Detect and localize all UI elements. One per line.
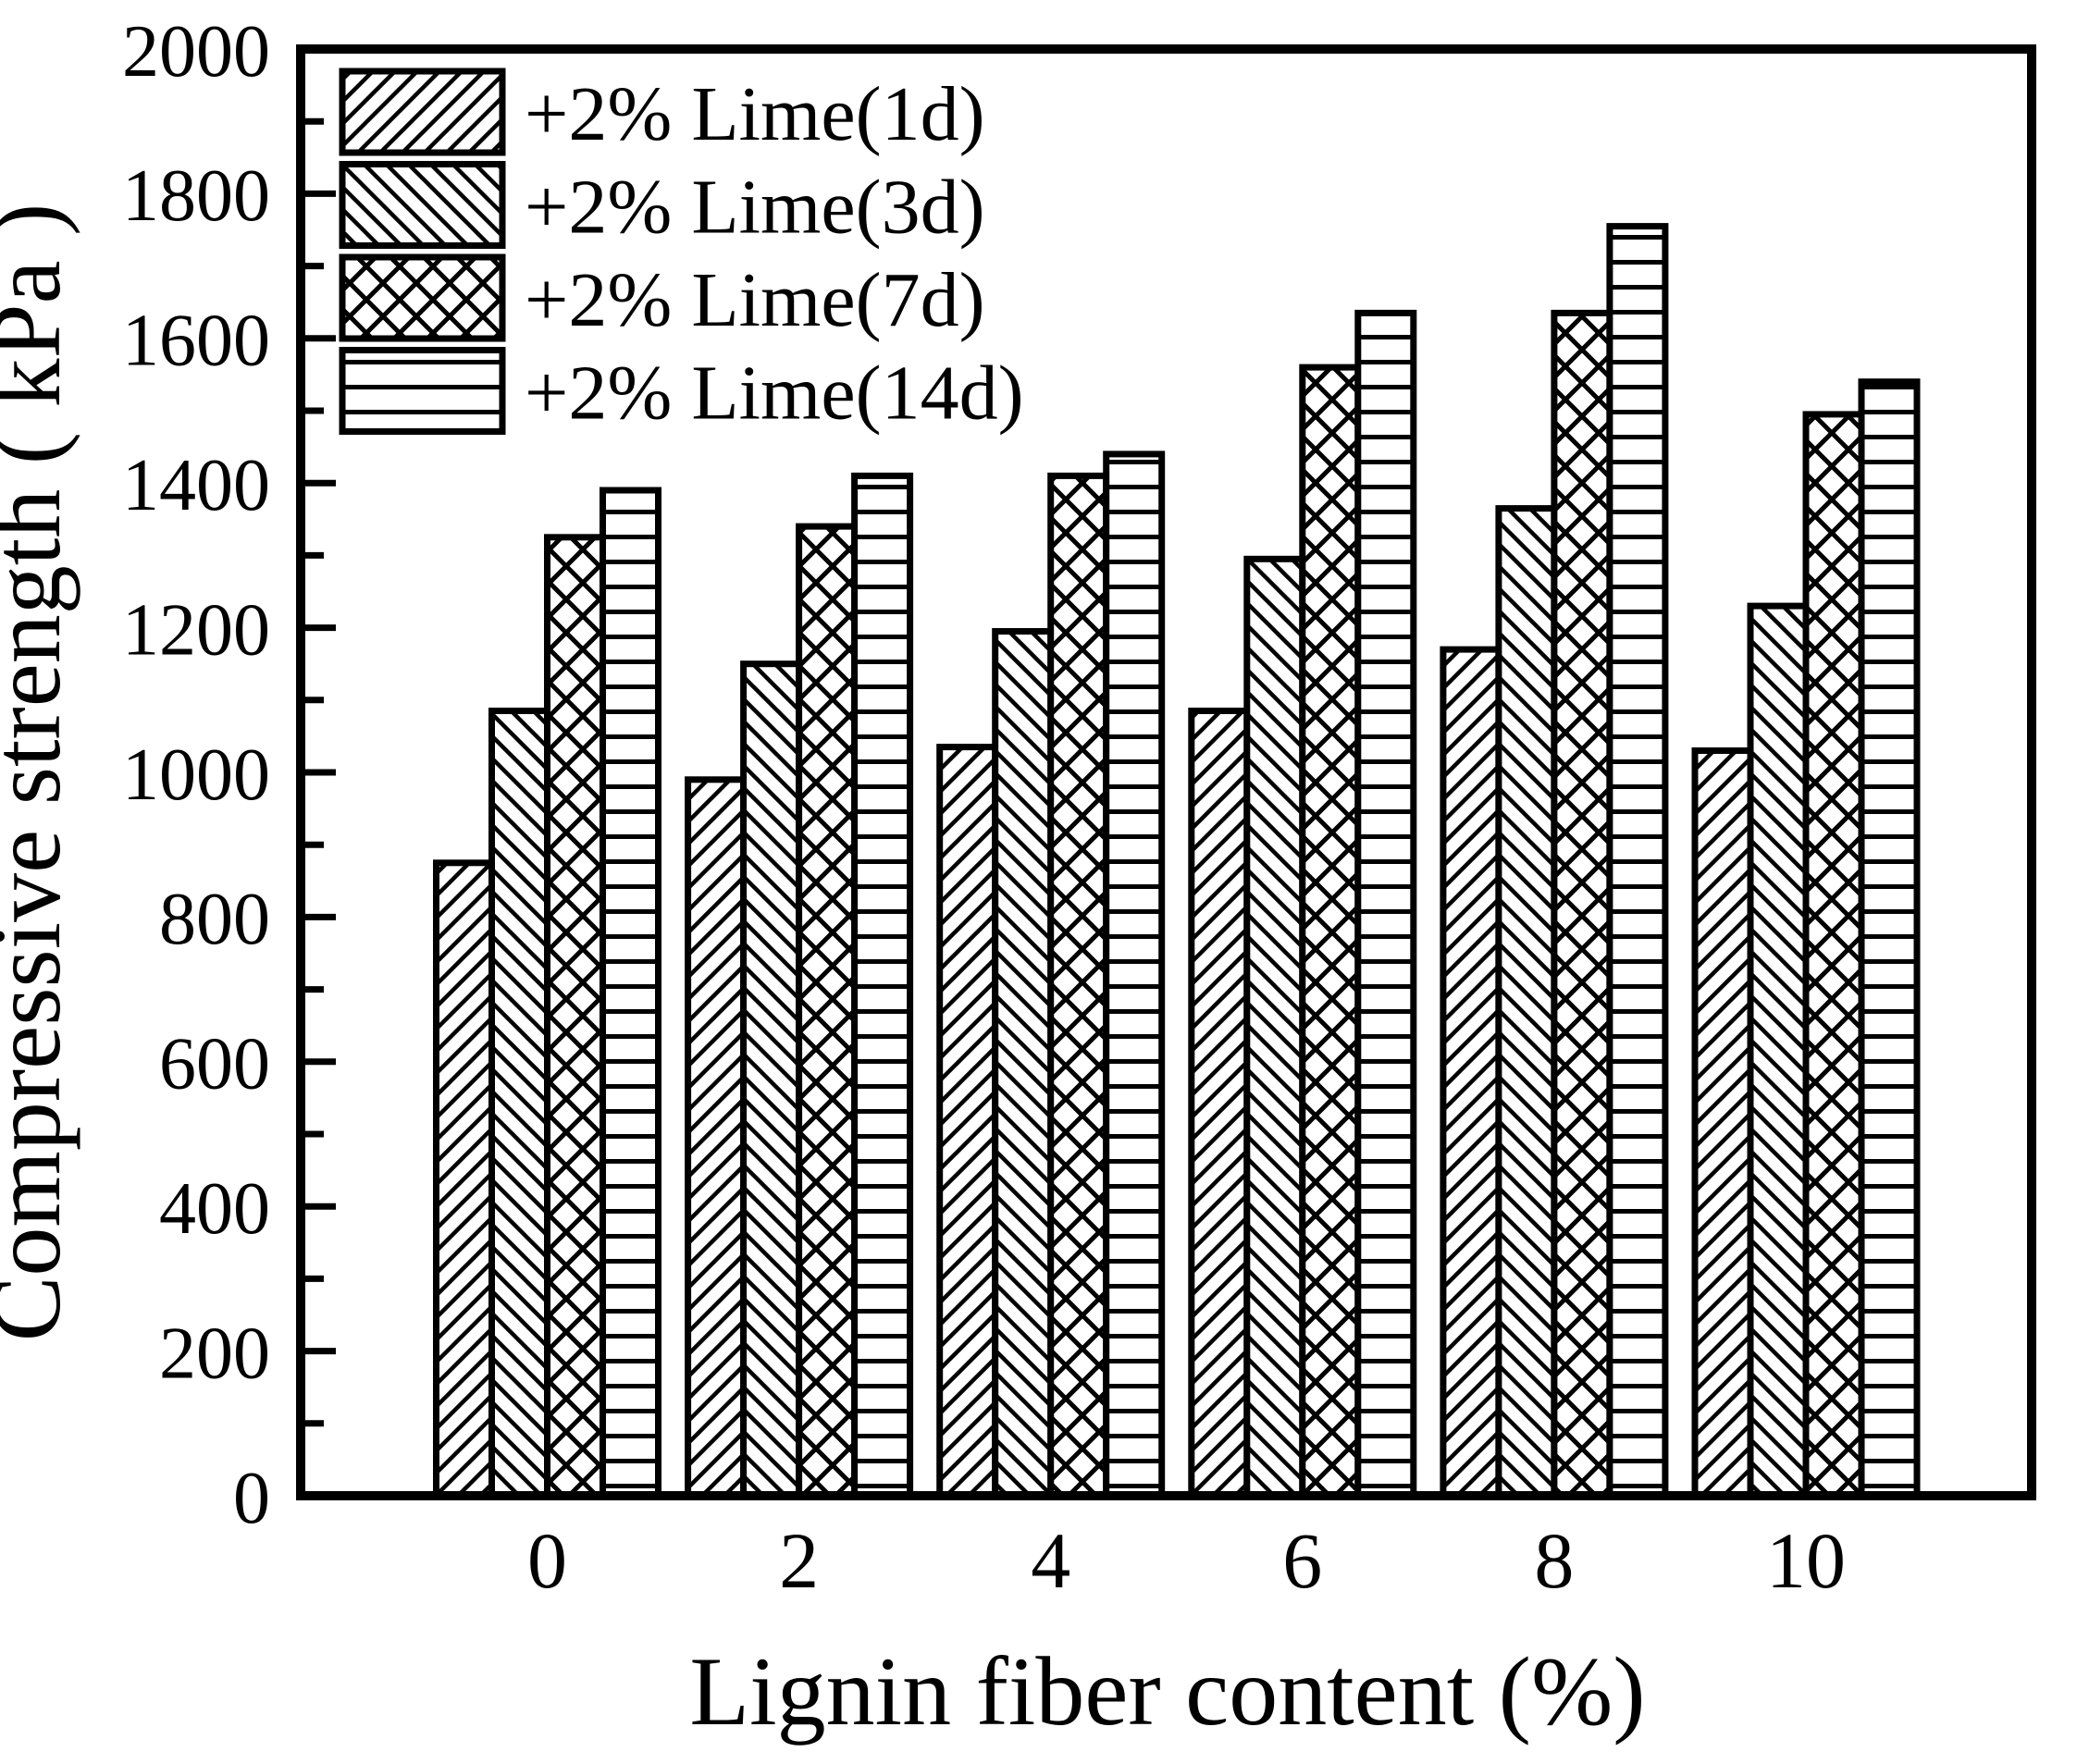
bar-x10-horizontal xyxy=(1858,378,1921,1499)
plot-frame xyxy=(296,44,2036,1500)
bar-x0-horizontal xyxy=(600,487,661,1499)
bar-x10-crosshatch xyxy=(1802,411,1865,1499)
x-tick-label-8: 8 xyxy=(1534,1516,1574,1605)
legend-label-4: +2% Lime(14d) xyxy=(525,351,1024,437)
y-tick-label-200: 200 xyxy=(159,1313,270,1394)
bar-x6-horizontal xyxy=(1354,309,1417,1499)
x-tick-label-2: 2 xyxy=(779,1516,819,1605)
y-axis-title: Compressive strength ( kPa ) xyxy=(0,204,80,1342)
legend-entry-4: +2% Lime(14d) xyxy=(339,347,1024,437)
y-tick-label-400: 400 xyxy=(159,1168,270,1250)
y-tick-label-800: 800 xyxy=(159,879,270,960)
legend-entry-1: +2% Lime(1d) xyxy=(339,68,985,157)
y-tick-label-1400: 1400 xyxy=(122,445,270,526)
ticks-layer xyxy=(305,45,336,1499)
bar-group-0 xyxy=(433,487,661,1499)
bar-x2-horizontal xyxy=(851,472,914,1499)
x-tick-label-10: 10 xyxy=(1766,1516,1846,1605)
bars-layer xyxy=(433,223,1921,1499)
legend-label-1: +2% Lime(1d) xyxy=(525,71,985,157)
legend-label-2: +2% Lime(3d) xyxy=(525,165,985,251)
x-tick-label-4: 4 xyxy=(1031,1516,1070,1605)
bar-x2-diagonal-forward xyxy=(685,776,748,1499)
legend: +2% Lime(1d)+2% Lime(3d)+2% Lime(7d)+2% … xyxy=(339,68,1024,437)
bar-x10-diagonal-backward xyxy=(1747,602,1810,1499)
bar-x6-crosshatch xyxy=(1299,364,1362,1499)
bar-x6-diagonal-backward xyxy=(1243,555,1306,1499)
bar-group-4 xyxy=(936,450,1166,1499)
bar-x8-diagonal-backward xyxy=(1495,505,1558,1499)
bar-x8-crosshatch xyxy=(1551,309,1613,1499)
axis-labels-layer: 0 200 400 600 800 1000 1200 1400 1600 1800 2000 0 2 4… xyxy=(0,11,1846,1745)
bar-x4-crosshatch xyxy=(1047,472,1110,1499)
legend-swatch-crosshatch-icon xyxy=(339,253,506,342)
axes-frame-layer xyxy=(296,44,2036,1500)
bar-x8-diagonal-forward xyxy=(1440,646,1502,1499)
bar-group-8 xyxy=(1440,223,1669,1499)
legend-entry-2: +2% Lime(3d) xyxy=(339,161,985,251)
bar-x4-horizontal xyxy=(1103,450,1166,1499)
y-tick-label-1800: 1800 xyxy=(122,155,270,237)
bar-x4-diagonal-backward xyxy=(992,628,1055,1499)
y-tick-label-0: 0 xyxy=(233,1458,270,1539)
x-axis-title: Lignin fiber content (%) xyxy=(689,1637,1645,1745)
bar-x8-horizontal xyxy=(1606,223,1669,1499)
bar-x0-diagonal-forward xyxy=(433,859,495,1499)
legend-swatch-diagonal-backward-icon xyxy=(339,161,506,249)
y-tick-label-1000: 1000 xyxy=(122,734,270,816)
x-tick-label-6: 6 xyxy=(1282,1516,1322,1605)
bar-x6-diagonal-forward xyxy=(1188,708,1251,1499)
y-tick-label-1600: 1600 xyxy=(122,301,270,382)
legend-entry-3: +2% Lime(7d) xyxy=(339,253,985,343)
bar-x2-diagonal-backward xyxy=(740,660,803,1499)
bar-x4-diagonal-forward xyxy=(936,744,999,1499)
legend-label-3: +2% Lime(7d) xyxy=(525,257,985,343)
bar-x10-diagonal-forward xyxy=(1691,747,1754,1499)
bar-group-10 xyxy=(1691,378,1921,1499)
bar-group-6 xyxy=(1188,309,1417,1499)
y-tick-label-2000: 2000 xyxy=(122,11,270,93)
legend-swatch-horizontal-icon xyxy=(339,347,506,435)
bar-x2-crosshatch xyxy=(796,523,859,1499)
bar-x0-crosshatch xyxy=(544,534,606,1499)
x-tick-label-0: 0 xyxy=(527,1516,567,1605)
bar-group-2 xyxy=(685,472,914,1499)
y-tick-label-600: 600 xyxy=(159,1024,270,1105)
bar-x0-diagonal-backward xyxy=(488,708,550,1499)
y-tick-label-1200: 1200 xyxy=(122,589,270,671)
legend-swatch-diagonal-forward-icon xyxy=(339,68,506,156)
